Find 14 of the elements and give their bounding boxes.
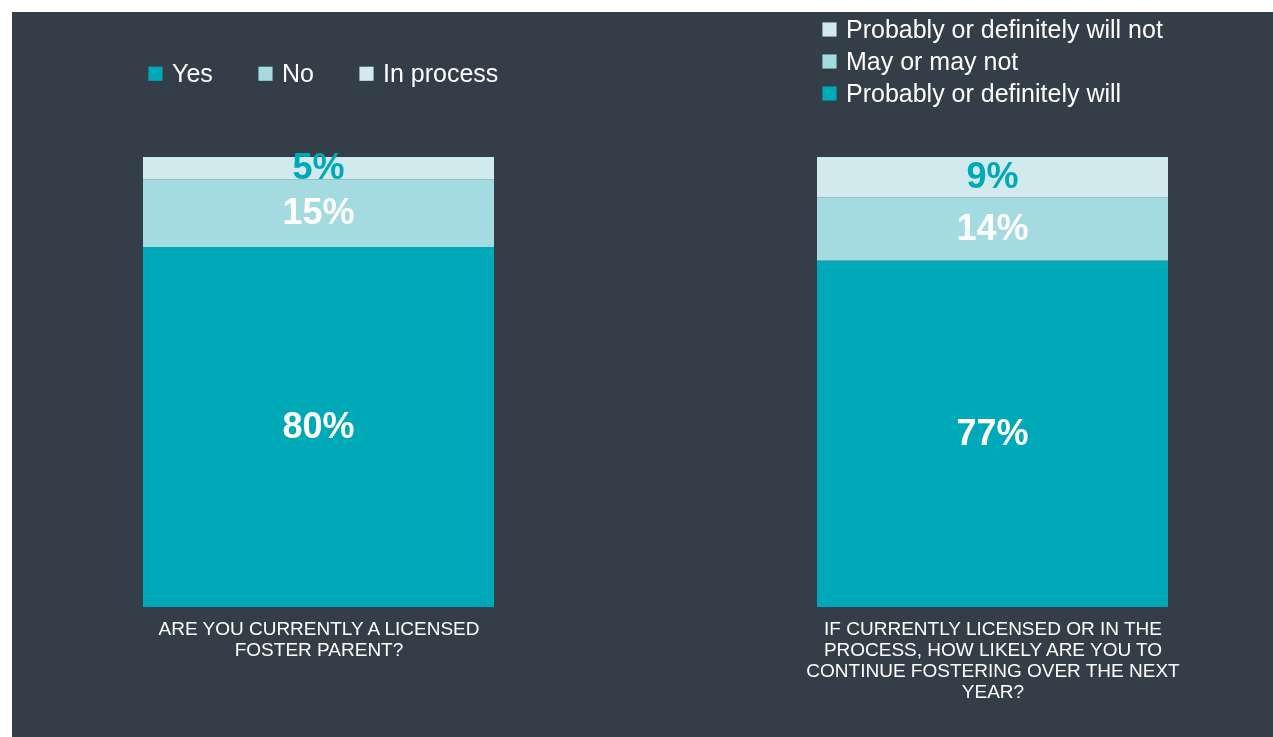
legend-label: In process: [383, 58, 499, 87]
legend-label: No: [282, 58, 314, 87]
data-label: 9%: [966, 155, 1019, 197]
data-label: 14%: [956, 207, 1029, 248]
x-axis-title: ARE YOU CURRENTLY A LICENSED FOSTER PARENT?: [158, 617, 480, 660]
data-label: 5%: [292, 146, 345, 188]
legend-label: Probably or definitely will: [846, 78, 1122, 107]
legend-label: May or may not: [846, 46, 1019, 75]
x-axis-title: IF CURRENTLY LICENSED OR IN THE PROCESS, HOW LIKELY ARE YOU TO CONTINUE FOSTERING OVER THE NEXT YEAR?: [806, 617, 1181, 702]
legend-label: Yes: [172, 58, 213, 87]
data-label: 15%: [282, 191, 355, 233]
data-label: 80%: [282, 405, 355, 446]
legend-label: Probably or definitely will not: [846, 14, 1163, 43]
data-label: 77%: [956, 411, 1029, 453]
